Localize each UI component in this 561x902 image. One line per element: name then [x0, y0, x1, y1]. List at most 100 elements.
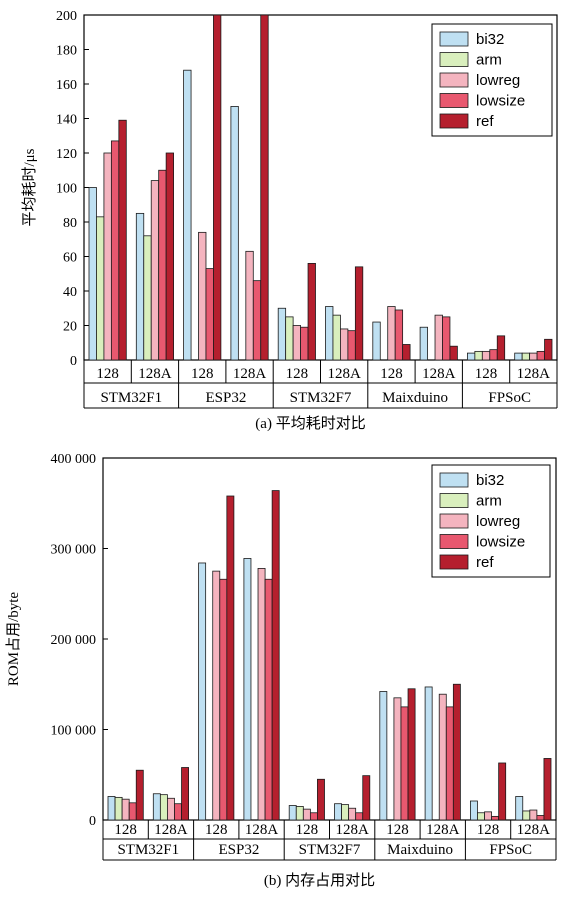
bar-lowsize	[394, 309, 404, 361]
subgroup-label: 128A	[517, 366, 551, 382]
bar-ref	[407, 688, 416, 821]
bar-bi32	[135, 212, 145, 361]
bar-bi32	[469, 800, 478, 821]
y-tick-label: 140	[56, 113, 77, 128]
bar-ref	[226, 495, 235, 821]
bar-lowsize	[128, 802, 137, 821]
group-label: ESP32	[205, 390, 246, 406]
bar-bi32	[466, 352, 476, 361]
subgroup-label: 128A	[138, 366, 172, 382]
bar-bi32	[230, 106, 239, 361]
subgroup-label: 128A	[517, 822, 551, 838]
y-tick-label: 100	[56, 182, 77, 197]
legend-swatch-lowreg	[439, 72, 469, 88]
bar-lowsize	[442, 316, 451, 361]
bar-ref	[118, 119, 127, 361]
bar-arm	[474, 350, 483, 361]
bar-ref	[260, 14, 269, 361]
bar-ref	[449, 345, 458, 361]
bar-lowreg	[387, 306, 396, 361]
bar-bi32	[515, 796, 524, 821]
subgroup-label: 128	[380, 366, 403, 382]
legend-label-lowsize: lowsize	[476, 534, 525, 551]
y-tick-label: 400 000	[51, 452, 97, 467]
y-tick-label: 80	[63, 216, 77, 231]
bar-bi32	[419, 326, 428, 361]
bar-lowreg	[393, 697, 402, 821]
group-label: STM32F7	[299, 842, 361, 858]
y-tick-label: 0	[70, 354, 77, 369]
y-tick-label: 40	[63, 285, 77, 300]
subgroup-label: 128	[477, 822, 500, 838]
bar-bi32	[334, 803, 342, 821]
bar-ref	[213, 14, 222, 361]
group-label: FPSoC	[488, 390, 531, 406]
y-tick-label: 200 000	[51, 633, 97, 648]
legend-label-arm: arm	[476, 52, 502, 69]
group-label: STM32F1	[100, 390, 162, 406]
bar-lowreg	[167, 797, 175, 821]
group-label: STM32F7	[290, 390, 352, 406]
bar-bi32	[107, 796, 116, 821]
bar-lowsize	[174, 803, 182, 821]
bar-lowreg	[529, 352, 538, 361]
bar-bi32	[243, 558, 252, 821]
legend-label-arm: arm	[476, 493, 502, 510]
y-tick-label: 100 000	[51, 724, 97, 739]
bar-ref	[452, 683, 461, 821]
y-tick-label: 200	[56, 9, 77, 24]
subgroup-label: 128A	[245, 822, 279, 838]
subgroup-label: 128	[386, 822, 409, 838]
legend-swatch-bi32	[439, 31, 469, 47]
subgroup-label: 128A	[154, 822, 188, 838]
bar-ref	[317, 778, 325, 821]
subgroup-label: 128	[475, 366, 498, 382]
bar-ref	[544, 338, 553, 361]
legend-swatch-lowsize	[439, 93, 469, 108]
bar-lowreg	[481, 350, 491, 361]
bar-lowsize	[489, 349, 498, 361]
group-label: ESP32	[218, 842, 259, 858]
group-label: FPSoC	[489, 842, 532, 858]
legend-swatch-lowsize	[439, 534, 469, 549]
bar-arm	[285, 316, 294, 361]
bar-ref	[498, 762, 507, 821]
bar-lowsize	[219, 578, 228, 821]
legend-label-lowreg: lowreg	[476, 513, 520, 530]
bar-lowsize	[264, 578, 273, 821]
bar-bi32	[288, 805, 297, 821]
legend-label-lowsize: lowsize	[476, 93, 525, 110]
bar-bi32	[514, 352, 523, 361]
bar-lowreg	[529, 809, 538, 821]
bar-lowsize	[400, 706, 409, 821]
bar-ref	[135, 769, 144, 821]
bar-bi32	[372, 321, 381, 361]
legend-swatch-arm	[439, 52, 469, 67]
bar-arm	[341, 804, 350, 821]
bar-lowsize	[355, 812, 364, 821]
legend-swatch-arm	[439, 493, 469, 508]
bar-lowreg	[348, 807, 357, 821]
subgroup-label: 128A	[335, 822, 369, 838]
panel-b-chart: 0 100 000 200 000 300 000 400 000 ROM占用/byte S…	[5, 452, 557, 889]
bar-ref	[543, 758, 552, 821]
bar-ref	[496, 335, 506, 361]
y-axis-label: ROM占用/byte	[5, 592, 22, 687]
group-label: Maixduino	[382, 390, 448, 406]
y-tick-label: 180	[56, 44, 77, 59]
bar-lowsize	[252, 280, 262, 361]
legend-swatch-ref	[439, 554, 469, 570]
bar-lowsize	[158, 169, 167, 361]
group-label: STM32F1	[117, 842, 179, 858]
subgroup-label: 128	[96, 366, 119, 382]
group-label: Maixduino	[387, 842, 453, 858]
bar-lowreg	[302, 808, 311, 821]
bar-lowsize	[536, 350, 545, 361]
bar-lowreg	[245, 250, 254, 361]
bar-lowreg	[150, 180, 160, 361]
bar-lowreg	[212, 570, 221, 821]
bar-lowsize	[536, 815, 545, 821]
bar-lowsize	[205, 268, 214, 361]
bar-ref	[307, 262, 316, 361]
